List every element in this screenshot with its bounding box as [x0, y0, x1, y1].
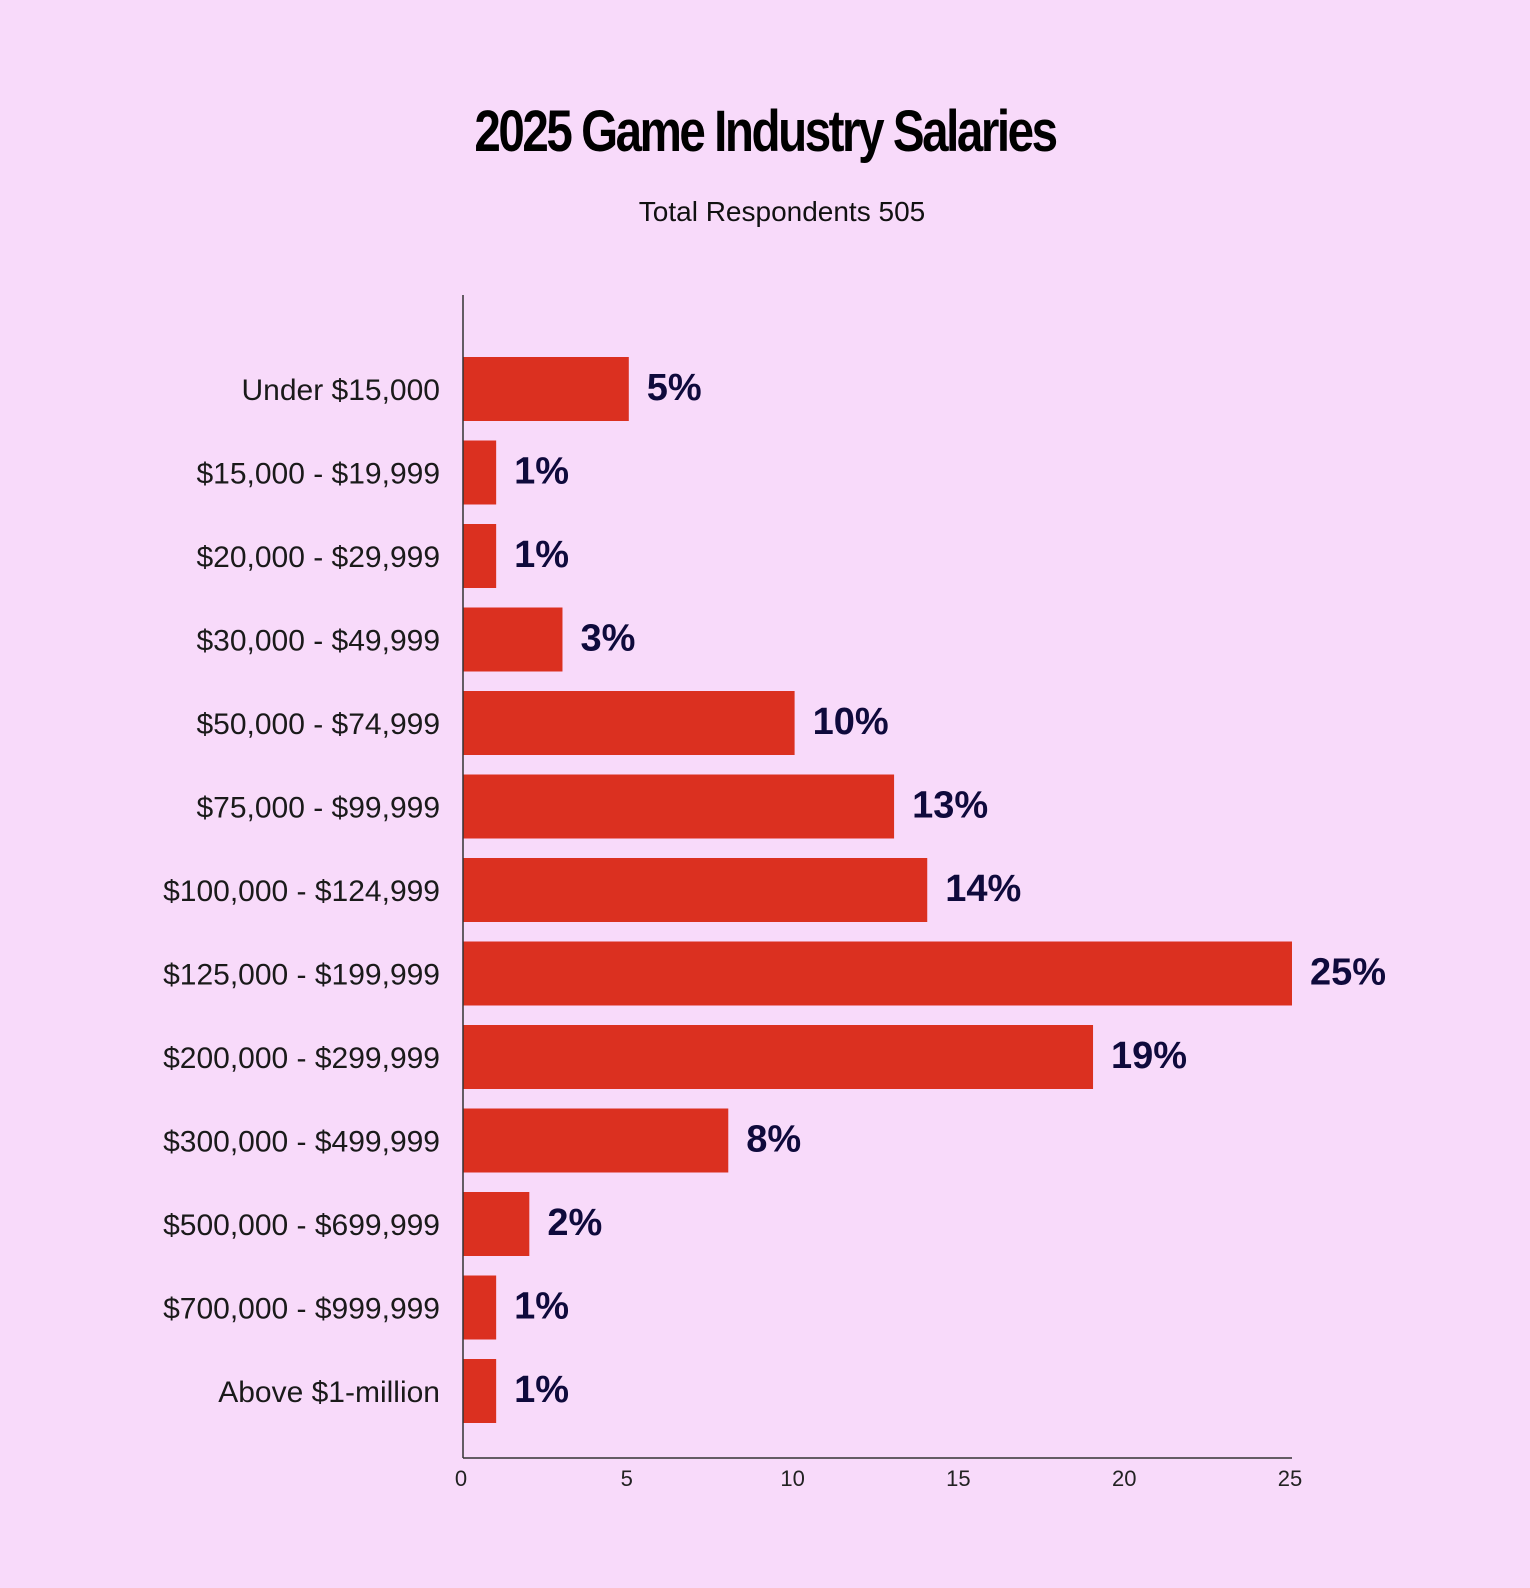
bar	[463, 1108, 729, 1173]
x-tick-label: 10	[780, 1466, 804, 1491]
category-label: $15,000 - $19,999	[196, 458, 440, 491]
x-tick-label: 0	[455, 1466, 467, 1491]
x-tick-label: 5	[621, 1466, 633, 1491]
category-label: $30,000 - $49,999	[196, 625, 440, 658]
bar	[463, 1025, 1094, 1089]
data-label: 1%	[514, 1369, 569, 1411]
bar	[463, 524, 497, 588]
data-label: 3%	[580, 618, 635, 660]
category-label: Under $15,000	[242, 374, 441, 407]
category-label: $75,000 - $99,999	[196, 792, 440, 825]
chart-title: 2025 Game Industry Salaries	[474, 99, 1058, 164]
bar	[463, 941, 1292, 1006]
data-label: 1%	[514, 1286, 569, 1328]
data-label: 5%	[647, 367, 702, 409]
category-label: $700,000 - $999,999	[163, 1293, 440, 1326]
category-label: $125,000 - $199,999	[163, 959, 440, 992]
bar	[463, 607, 563, 672]
x-tick-label: 20	[1112, 1466, 1136, 1491]
bar	[463, 1359, 497, 1423]
category-label: $300,000 - $499,999	[163, 1126, 440, 1159]
category-label: $20,000 - $29,999	[196, 541, 440, 574]
chart-subtitle: Total Respondents 505	[638, 196, 926, 227]
category-label: $200,000 - $299,999	[163, 1042, 440, 1075]
category-label: $500,000 - $699,999	[163, 1209, 440, 1242]
bar	[463, 858, 928, 922]
data-label: 10%	[813, 701, 889, 743]
data-label: 14%	[945, 868, 1021, 910]
category-label: $100,000 - $124,999	[163, 875, 440, 908]
data-label: 25%	[1310, 952, 1386, 994]
x-tick-label: 25	[1278, 1466, 1302, 1491]
category-label: $50,000 - $74,999	[196, 708, 440, 741]
bar	[463, 440, 497, 505]
data-label: 13%	[912, 785, 988, 827]
data-label: 1%	[514, 451, 569, 493]
data-label: 19%	[1111, 1035, 1187, 1077]
bar	[463, 1192, 530, 1256]
bar	[463, 1275, 497, 1340]
bar	[463, 357, 629, 421]
category-label: Above $1-million	[218, 1376, 440, 1409]
bar	[463, 774, 895, 839]
x-tick-label: 15	[946, 1466, 970, 1491]
data-label: 8%	[746, 1119, 801, 1161]
bar	[463, 691, 795, 755]
data-label: 2%	[547, 1202, 602, 1244]
data-label: 1%	[514, 534, 569, 576]
